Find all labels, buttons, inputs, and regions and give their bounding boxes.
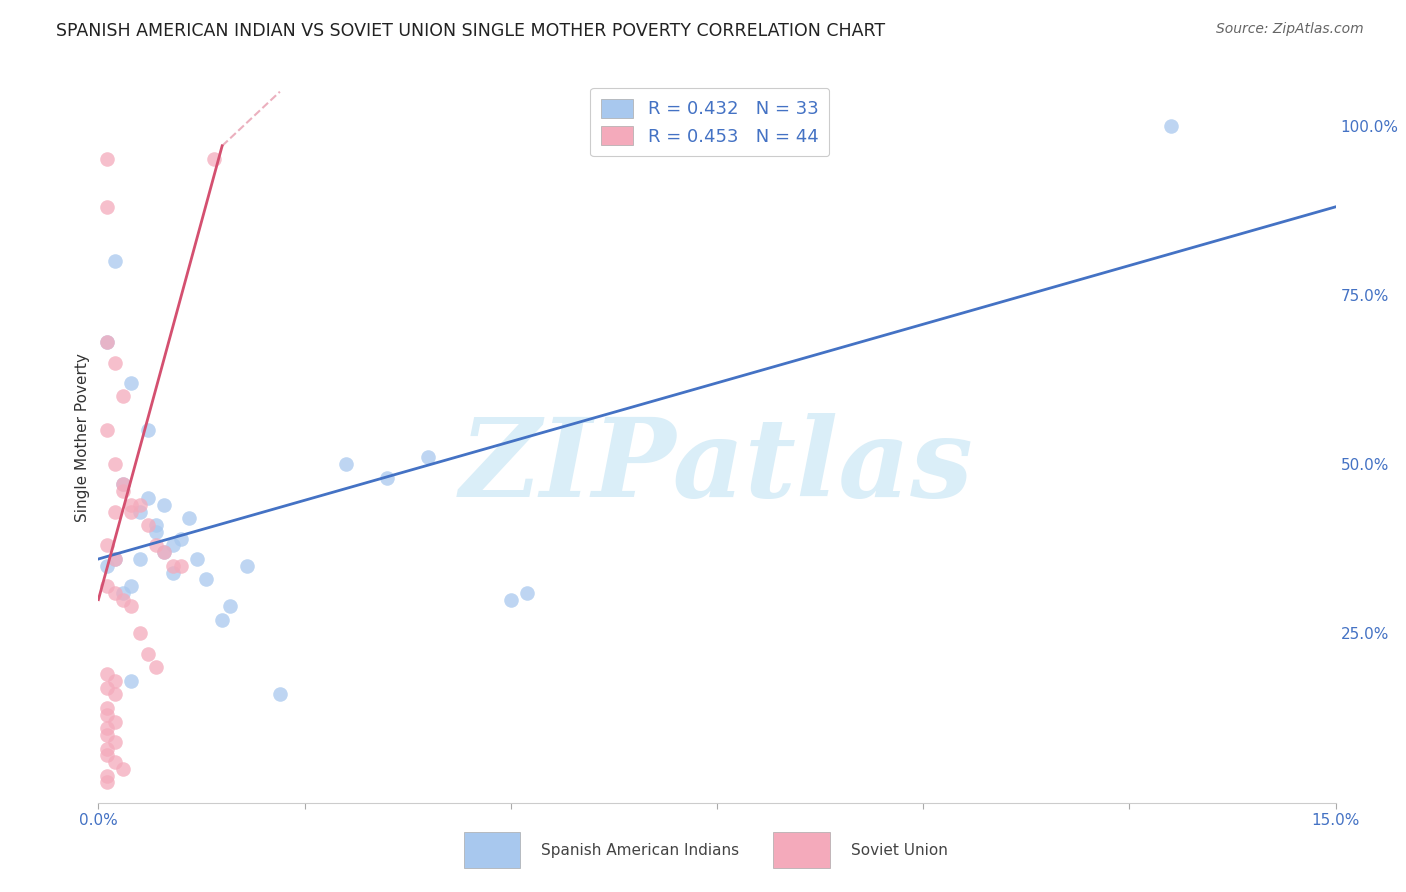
Point (112, 477, 135, 491)
Point (194, 572, 217, 586)
Point (418, 450, 440, 465)
Point (128, 498, 150, 512)
Point (96, 681, 118, 695)
Point (104, 755, 127, 769)
Point (104, 714, 127, 729)
Point (104, 688, 127, 702)
Point (499, 592, 522, 607)
Point (112, 389, 135, 403)
Point (162, 558, 184, 573)
Point (186, 552, 208, 566)
Point (145, 660, 167, 674)
Point (112, 484, 135, 499)
Point (136, 491, 159, 505)
Point (145, 524, 167, 539)
FancyBboxPatch shape (773, 831, 830, 868)
Point (136, 647, 159, 661)
Point (516, 586, 538, 600)
Point (236, 558, 259, 573)
Point (104, 552, 127, 566)
Text: SPANISH AMERICAN INDIAN VS SOVIET UNION SINGLE MOTHER POVERTY CORRELATION CHART: SPANISH AMERICAN INDIAN VS SOVIET UNION … (56, 22, 886, 40)
Point (128, 626, 150, 640)
Point (375, 471, 398, 485)
Point (96, 558, 118, 573)
Point (96, 335, 118, 350)
Point (96, 335, 118, 350)
FancyBboxPatch shape (464, 831, 520, 868)
Text: Spanish American Indians: Spanish American Indians (541, 843, 740, 858)
Point (112, 762, 135, 776)
Text: ZIPatlas: ZIPatlas (460, 413, 974, 520)
Point (120, 505, 142, 519)
Point (162, 538, 184, 552)
Point (120, 579, 142, 593)
Point (1160, 119, 1182, 133)
Point (145, 538, 167, 552)
Point (112, 477, 135, 491)
Point (96, 153, 118, 167)
Point (104, 552, 127, 566)
Point (335, 457, 357, 471)
Point (104, 457, 127, 471)
Point (96, 728, 118, 742)
Point (120, 376, 142, 390)
Point (211, 613, 233, 627)
Point (96, 721, 118, 735)
Point (96, 667, 118, 681)
Point (112, 586, 135, 600)
Point (128, 552, 150, 566)
Point (96, 538, 118, 552)
Text: Soviet Union: Soviet Union (851, 843, 948, 858)
Point (96, 741, 118, 756)
Point (120, 673, 142, 688)
Point (96, 775, 118, 789)
Text: Source: ZipAtlas.com: Source: ZipAtlas.com (1216, 22, 1364, 37)
Point (96, 423, 118, 437)
Point (104, 355, 127, 369)
Point (153, 498, 176, 512)
Point (170, 532, 193, 546)
Point (96, 707, 118, 722)
Point (170, 558, 193, 573)
Point (120, 599, 142, 614)
Point (219, 599, 242, 614)
Point (104, 673, 127, 688)
Point (96, 579, 118, 593)
Point (153, 545, 176, 559)
Point (162, 566, 184, 580)
Point (104, 254, 127, 268)
Point (96, 701, 118, 715)
Point (112, 592, 135, 607)
Point (104, 505, 127, 519)
Point (269, 688, 291, 702)
Point (96, 748, 118, 763)
Point (96, 769, 118, 783)
Point (136, 423, 159, 437)
Point (136, 518, 159, 533)
Point (128, 505, 150, 519)
Point (104, 735, 127, 749)
Point (96, 200, 118, 214)
Point (179, 511, 201, 525)
Point (145, 518, 167, 533)
Point (104, 586, 127, 600)
Point (120, 498, 142, 512)
Y-axis label: Single Mother Poverty: Single Mother Poverty (75, 352, 90, 522)
Legend: R = 0.432   N = 33, R = 0.453   N = 44: R = 0.432 N = 33, R = 0.453 N = 44 (591, 87, 830, 156)
Point (153, 545, 176, 559)
Point (202, 153, 225, 167)
